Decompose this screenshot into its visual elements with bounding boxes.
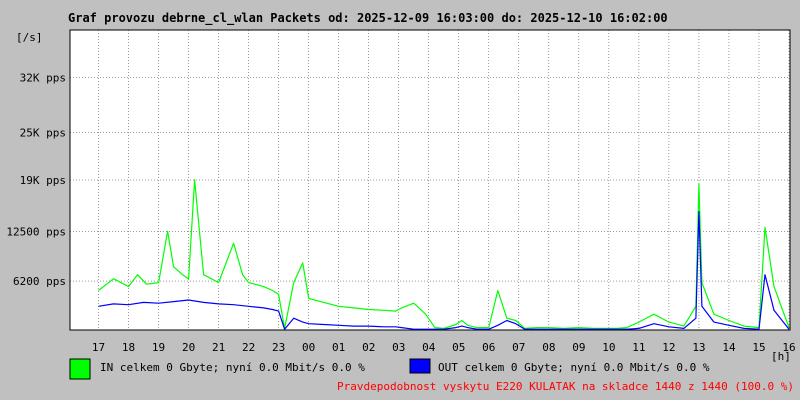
legend-out-label: OUT celkem 0 Gbyte; nyní 0.0 Mbit/s 0.0 … xyxy=(438,361,710,374)
x-tick-label: 05 xyxy=(452,341,465,354)
legend-in-swatch xyxy=(69,358,91,380)
series-lines xyxy=(98,179,790,330)
y-tick-label: 12500 pps xyxy=(6,225,66,238)
x-tick-labels: 17 18 19 20 21 22 23 00 01 02 03 04 05 06 07 08 09 10 11 12… xyxy=(92,341,796,354)
x-tick-label: 18 xyxy=(122,341,135,354)
x-tick-label: 04 xyxy=(422,341,436,354)
x-tick-label: 19 xyxy=(152,341,165,354)
x-tick-label: 11 xyxy=(632,341,645,354)
x-tick-label: 20 xyxy=(182,341,195,354)
x-tick-label: 14 xyxy=(722,341,736,354)
x-tick-label: 15 xyxy=(752,341,765,354)
x-tick-label: 22 xyxy=(242,341,255,354)
x-tick-label: 01 xyxy=(332,341,345,354)
y-axis-label: [/s] xyxy=(16,31,43,44)
x-tick-label: 12 xyxy=(662,341,675,354)
x-tick-label: 17 xyxy=(92,341,105,354)
x-tick-label: 03 xyxy=(392,341,405,354)
y-tick-label: 19K pps xyxy=(20,174,66,187)
legend-out: OUT celkem 0 Gbyte; nyní 0.0 Mbit/s 0.0 … xyxy=(409,358,710,374)
x-tick-label: 00 xyxy=(302,341,315,354)
y-tick-labels: 6200 pps 12500 pps 19K pps 25K pps 32K pps xyxy=(6,71,66,288)
series-in-line xyxy=(98,179,790,329)
x-tick-label: 06 xyxy=(482,341,495,354)
x-tick-label: 07 xyxy=(512,341,525,354)
x-axis-label: [h] xyxy=(771,350,791,363)
chart-title: Graf provozu debrne_cl_wlan Packets od: … xyxy=(68,11,668,26)
x-tick-label: 23 xyxy=(272,341,285,354)
plot-area xyxy=(69,29,791,331)
x-tick-label: 10 xyxy=(602,341,615,354)
x-tick-label: 08 xyxy=(542,341,555,354)
x-tick-label: 16 xyxy=(782,341,795,354)
x-tick-label: 21 xyxy=(212,341,225,354)
x-tick-label: 02 xyxy=(362,341,375,354)
legend-in-label: IN celkem 0 Gbyte; nyní 0.0 Mbit/s 0.0 % xyxy=(100,361,365,374)
legend-out-swatch xyxy=(409,358,431,374)
vertical-grid xyxy=(98,30,790,330)
series-out-line xyxy=(98,211,790,330)
horizontal-grid xyxy=(70,77,790,282)
stock-probability-note: Pravdepodobnost vyskytu E220 KULATAK na … xyxy=(337,380,794,393)
x-tick-label: 09 xyxy=(572,341,585,354)
legend-in: IN celkem 0 Gbyte; nyní 0.0 Mbit/s 0.0 % xyxy=(69,358,365,380)
y-tick-label: 32K pps xyxy=(20,71,66,84)
y-tick-label: 6200 pps xyxy=(13,275,66,288)
x-tick-label: 13 xyxy=(692,341,705,354)
y-tick-label: 25K pps xyxy=(20,127,66,140)
